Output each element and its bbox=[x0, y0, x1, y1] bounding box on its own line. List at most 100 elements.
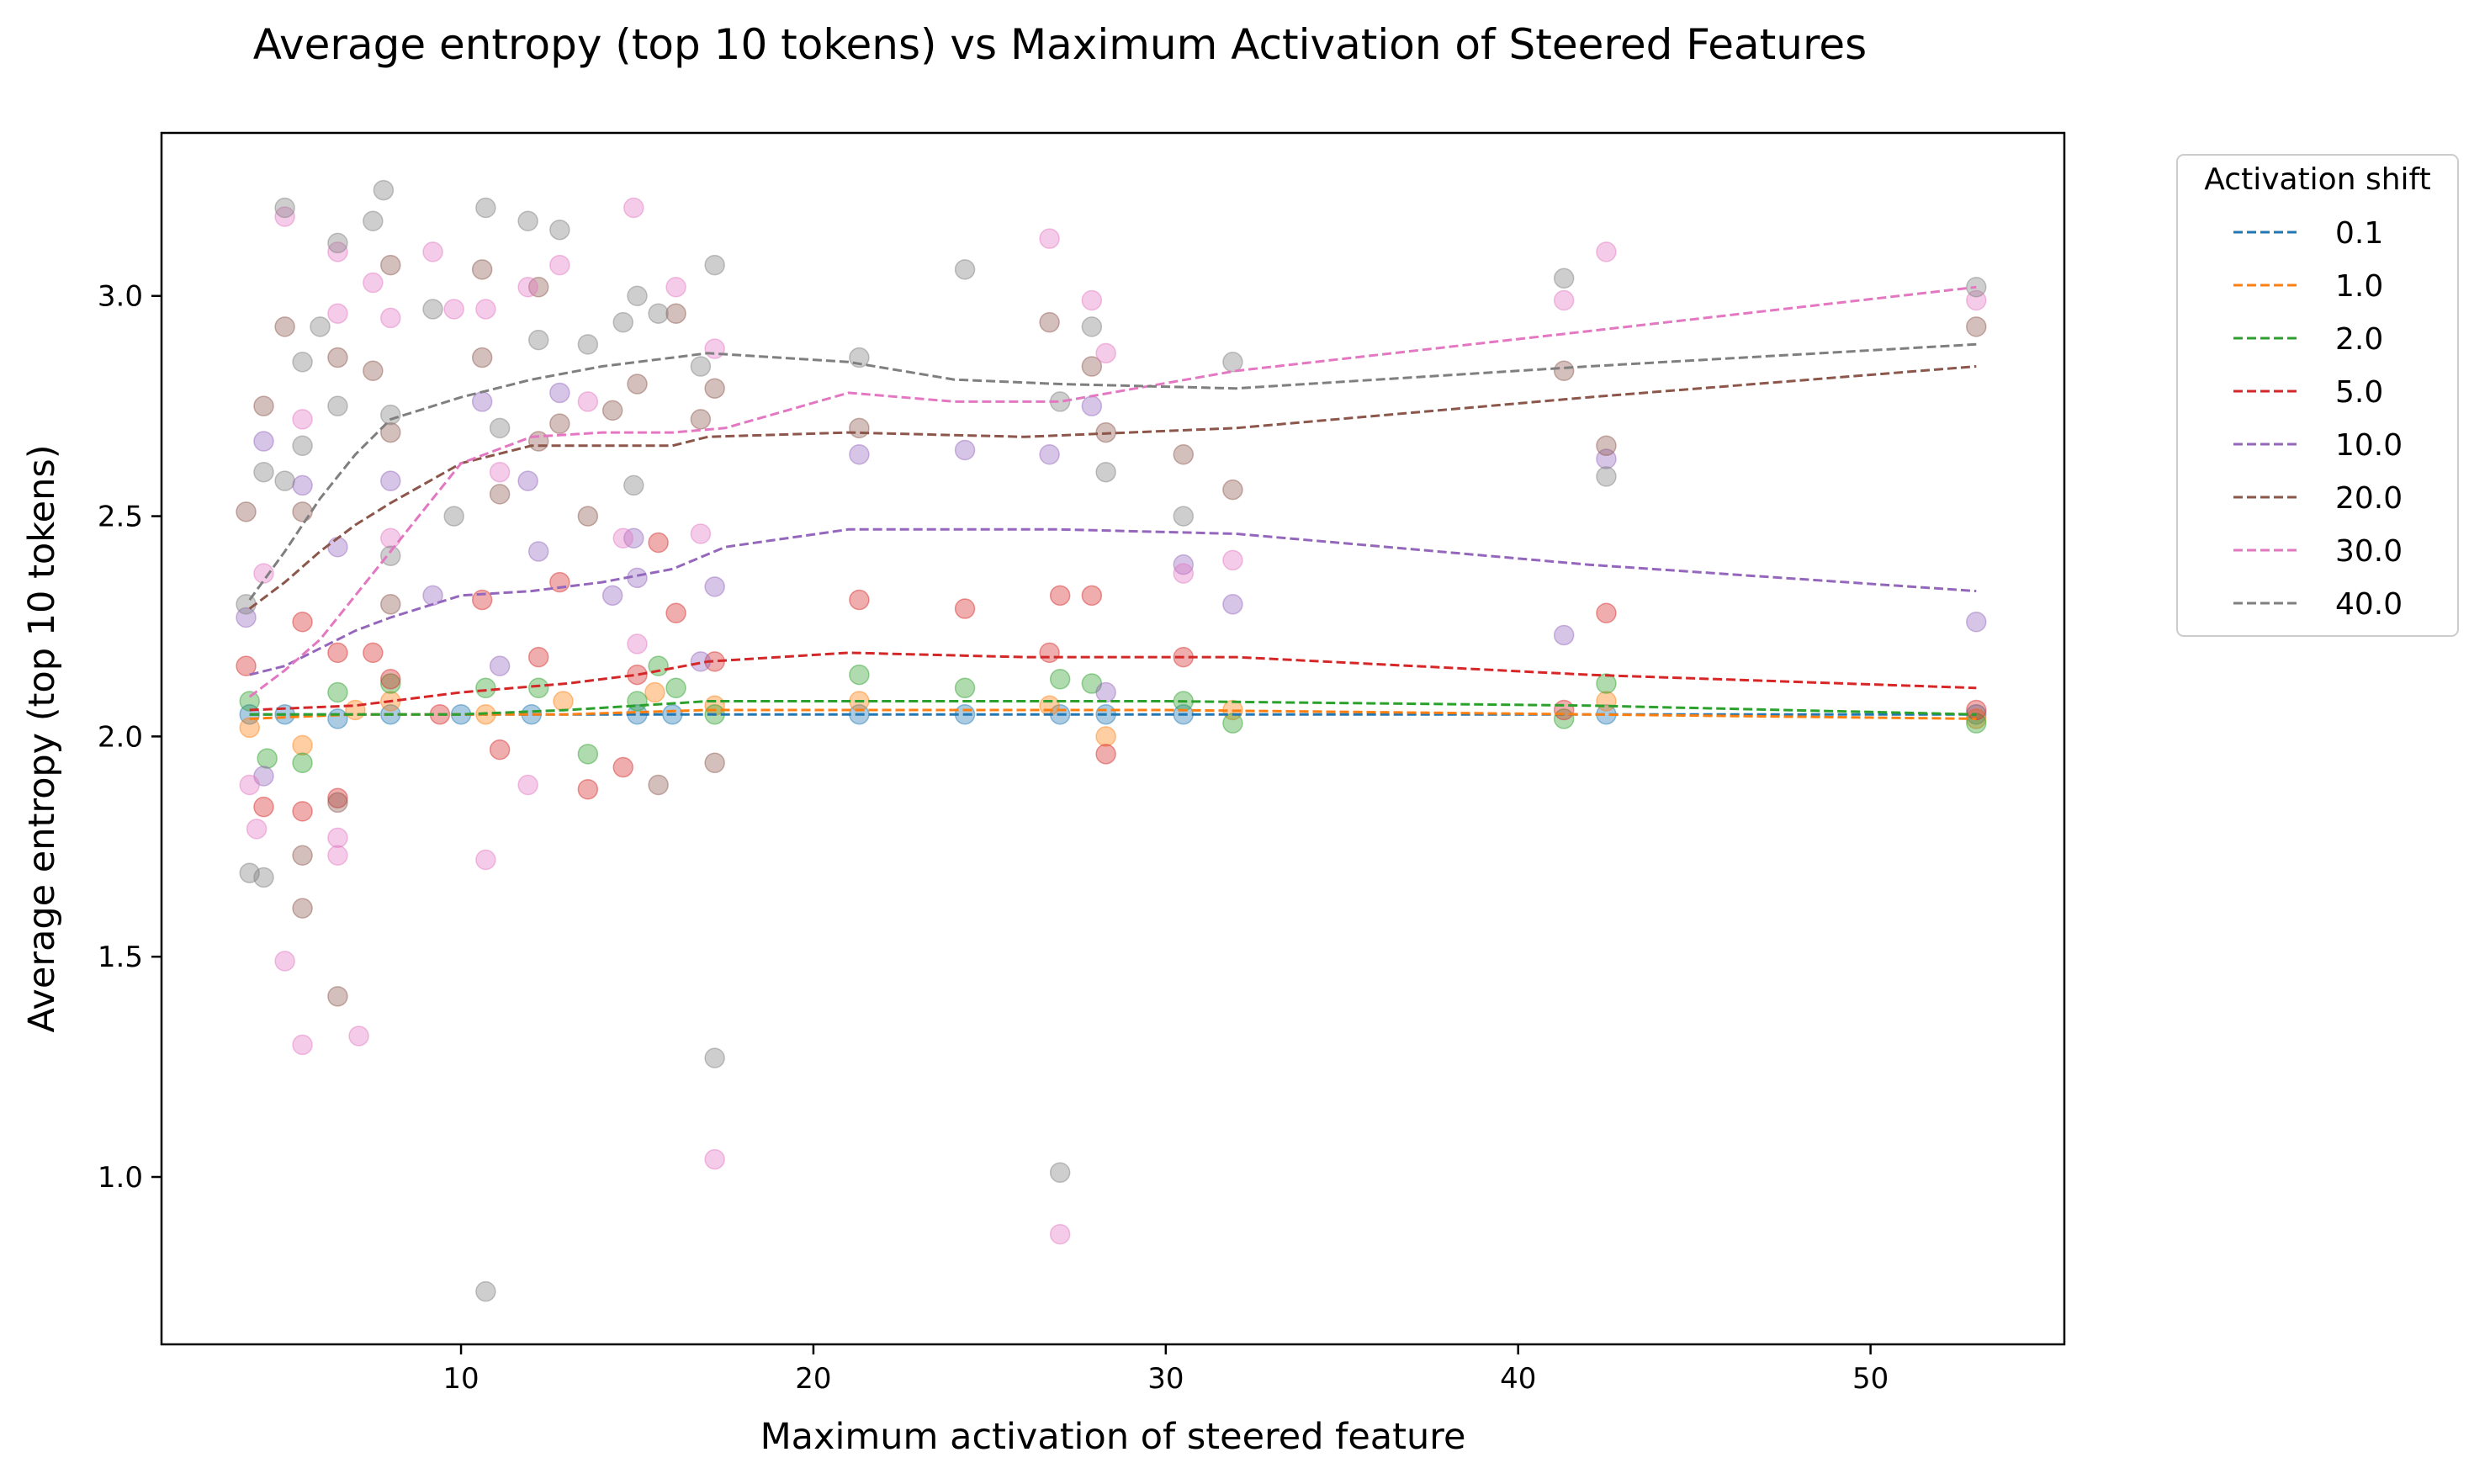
y-axis: 1.0 1.5 2.0 2.5 3.0 bbox=[98, 280, 162, 1195]
scatter-point bbox=[1222, 479, 1243, 501]
scatter-point bbox=[1596, 691, 1617, 712]
scatter-point bbox=[327, 681, 348, 703]
scatter-point bbox=[489, 739, 511, 761]
scatter-point bbox=[954, 598, 976, 619]
scatter-point bbox=[648, 303, 669, 324]
scatter-point bbox=[1081, 289, 1103, 311]
scatter-point bbox=[690, 409, 712, 430]
scatter-point bbox=[1222, 713, 1243, 734]
scatter-point bbox=[236, 655, 257, 676]
scatter-point bbox=[849, 664, 870, 686]
scatter-point bbox=[1081, 356, 1103, 377]
scatter-point bbox=[577, 334, 599, 355]
legend: Activation shift 0.1 1.0 2.0 5.0 10.0 20.0 30.… bbox=[2176, 154, 2459, 637]
scatter-point bbox=[553, 691, 574, 712]
scatter-point bbox=[623, 527, 644, 549]
legend-label: 40.0 bbox=[2335, 587, 2403, 622]
scatter-point bbox=[1966, 289, 1987, 311]
scatter-point bbox=[253, 563, 274, 584]
scatter-point bbox=[327, 986, 348, 1007]
scatter-point bbox=[489, 417, 511, 439]
scatter-point bbox=[475, 299, 496, 320]
scatter-point bbox=[954, 439, 976, 461]
scatter-point bbox=[704, 254, 725, 276]
y-tick-label: 1.0 bbox=[98, 1161, 143, 1195]
scatter-point bbox=[489, 484, 511, 505]
scatter-point bbox=[601, 400, 623, 421]
series-20-0-points bbox=[236, 254, 1987, 1007]
scatter-point bbox=[665, 677, 686, 699]
scatter-point bbox=[1039, 228, 1060, 249]
legend-label: 10.0 bbox=[2335, 428, 2403, 463]
scatter-point bbox=[327, 845, 348, 867]
scatter-point bbox=[253, 796, 274, 818]
scatter-point bbox=[292, 409, 313, 430]
scatter-point bbox=[1596, 448, 1617, 469]
scatter-point bbox=[1966, 316, 1987, 337]
scatter-point bbox=[1049, 1223, 1071, 1245]
y-tick-label: 1.5 bbox=[98, 941, 143, 974]
scatter-point bbox=[1596, 435, 1617, 457]
scatter-point bbox=[380, 545, 401, 566]
scatter-point bbox=[612, 311, 633, 333]
scatter-point bbox=[1222, 549, 1243, 571]
scatter-point bbox=[627, 374, 648, 395]
scatter-point bbox=[363, 360, 384, 382]
scatter-point bbox=[549, 382, 570, 404]
scatter-point bbox=[239, 691, 260, 712]
scatter-point bbox=[623, 474, 644, 496]
scatter-point bbox=[380, 594, 401, 615]
scatter-point bbox=[310, 316, 331, 337]
scatter-point bbox=[380, 669, 401, 690]
scatter-point bbox=[1553, 360, 1575, 382]
scatter-point bbox=[489, 461, 511, 483]
scatter-point bbox=[954, 259, 976, 280]
scatter-point bbox=[1049, 669, 1071, 690]
plot-area-frame bbox=[160, 131, 2066, 1346]
scatter-point bbox=[443, 506, 464, 527]
series-40-0-points bbox=[236, 179, 1987, 1302]
scatter-point bbox=[849, 417, 870, 439]
scatter-point bbox=[644, 681, 665, 703]
scatter-point bbox=[549, 254, 570, 276]
series-40-0-trend-line bbox=[248, 342, 1977, 601]
scatter-point bbox=[1596, 241, 1617, 262]
scatter-point bbox=[363, 210, 384, 231]
scatter-point bbox=[1553, 699, 1575, 721]
scatter-point bbox=[1049, 1162, 1071, 1184]
scatter-point bbox=[380, 470, 401, 491]
x-axis-label: Maximum activation of steered feature bbox=[760, 1416, 1466, 1458]
scatter-point bbox=[517, 470, 538, 491]
scatter-point bbox=[327, 395, 348, 416]
scatter-point bbox=[648, 774, 669, 796]
scatter-point bbox=[517, 277, 538, 298]
x-tick-label: 20 bbox=[795, 1362, 831, 1396]
scatter-point bbox=[1173, 554, 1195, 575]
scatter-point bbox=[1081, 585, 1103, 607]
scatter-point bbox=[292, 734, 313, 756]
y-axis-label: Average entropy (top 10 tokens) bbox=[21, 445, 63, 1033]
scatter-point bbox=[327, 787, 348, 808]
scatter-point bbox=[236, 501, 257, 522]
scatter-point bbox=[380, 527, 401, 549]
scatter-point bbox=[527, 431, 549, 452]
scatter-point bbox=[475, 677, 496, 699]
scatter-point bbox=[380, 254, 401, 276]
series-5-0-points bbox=[236, 532, 1987, 822]
scatter-point bbox=[648, 532, 669, 554]
scatter-point bbox=[471, 347, 493, 368]
scatter-point bbox=[577, 744, 599, 765]
scatter-point bbox=[704, 338, 725, 359]
scatter-point bbox=[1095, 461, 1116, 483]
y-tick-label: 3.0 bbox=[98, 280, 143, 314]
legend-label: 20.0 bbox=[2335, 481, 2403, 516]
scatter-point bbox=[380, 673, 401, 694]
scatter-point bbox=[380, 421, 401, 443]
scatter-point bbox=[527, 277, 549, 298]
scatter-point bbox=[246, 819, 268, 840]
scatter-point bbox=[253, 867, 274, 888]
legend-label: 30.0 bbox=[2335, 534, 2403, 569]
x-tick-label: 10 bbox=[442, 1362, 479, 1396]
scatter-point bbox=[665, 602, 686, 624]
scatter-point bbox=[253, 431, 274, 452]
